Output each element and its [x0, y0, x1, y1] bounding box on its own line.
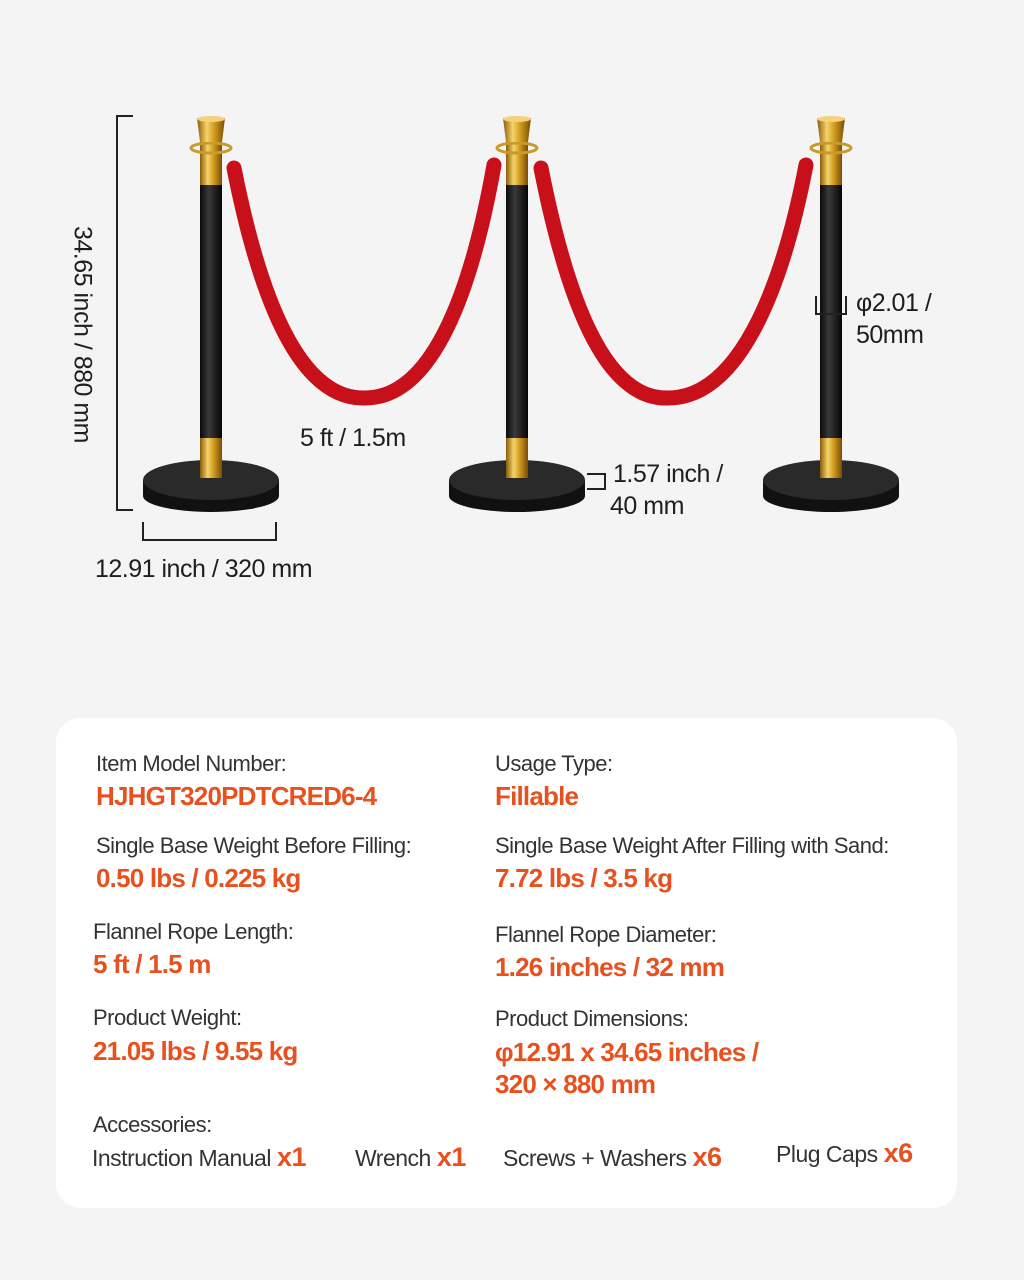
stanchion-post — [763, 116, 899, 512]
spec-value: 21.05 lbs / 9.55 kg — [93, 1036, 298, 1066]
base-height-label-1: 1.57 inch / — [613, 460, 723, 488]
spec-label: Item Model Number: — [96, 751, 287, 776]
spec-value: 5 ft / 1.5 m — [93, 949, 211, 979]
rope-left — [226, 157, 502, 406]
accessory-item: Instruction Manual x1 — [92, 1142, 306, 1172]
rope-length-label: 5 ft / 1.5m — [300, 424, 406, 452]
base-width-dimension-line — [142, 522, 277, 541]
spec-label: Usage Type: — [495, 751, 613, 776]
stanchion-post — [143, 116, 279, 512]
accessory-item: Screws + Washers x6 — [503, 1142, 722, 1172]
accessories-label: Accessories: — [93, 1112, 212, 1137]
spec-value-line2: 320 × 880 mm — [495, 1069, 656, 1099]
spec-label: Flannel Rope Length: — [93, 919, 294, 944]
stanchion-illustration — [116, 115, 899, 541]
stanchion-post — [449, 116, 585, 512]
base-height-label-2: 40 mm — [610, 492, 684, 520]
post-diameter-label-1: φ2.01 / — [856, 289, 932, 317]
spec-value: Fillable — [495, 781, 579, 811]
spec-label: Product Weight: — [93, 1005, 242, 1030]
spec-label: Single Base Weight After Filling with Sa… — [495, 833, 889, 858]
height-label: 34.65 inch / 880 mm — [68, 225, 97, 443]
base-width-label: 12.91 inch / 320 mm — [95, 555, 313, 583]
post-diameter-label-2: 50mm — [856, 321, 924, 349]
spec-value: 0.50 lbs / 0.225 kg — [96, 863, 301, 893]
spec-label: Single Base Weight Before Filling: — [96, 833, 412, 858]
base-height-bracket — [587, 473, 606, 490]
spec-value: 7.72 lbs / 3.5 kg — [495, 863, 673, 893]
accessory-item: Plug Caps x6 — [776, 1138, 913, 1168]
spec-value: HJHGT320PDTCRED6-4 — [96, 781, 377, 811]
spec-card: Item Model Number: HJHGT320PDTCRED6-4 Us… — [56, 718, 957, 1208]
accessory-item: Wrench x1 — [355, 1142, 466, 1172]
height-dimension-line — [116, 115, 133, 511]
spec-label: Flannel Rope Diameter: — [495, 922, 717, 947]
spec-label: Product Dimensions: — [495, 1006, 689, 1031]
rope-right — [533, 157, 814, 406]
spec-value: 1.26 inches / 32 mm — [495, 952, 725, 982]
post-diameter-bracket — [815, 296, 847, 315]
spec-value: φ12.91 x 34.65 inches / — [495, 1037, 759, 1067]
